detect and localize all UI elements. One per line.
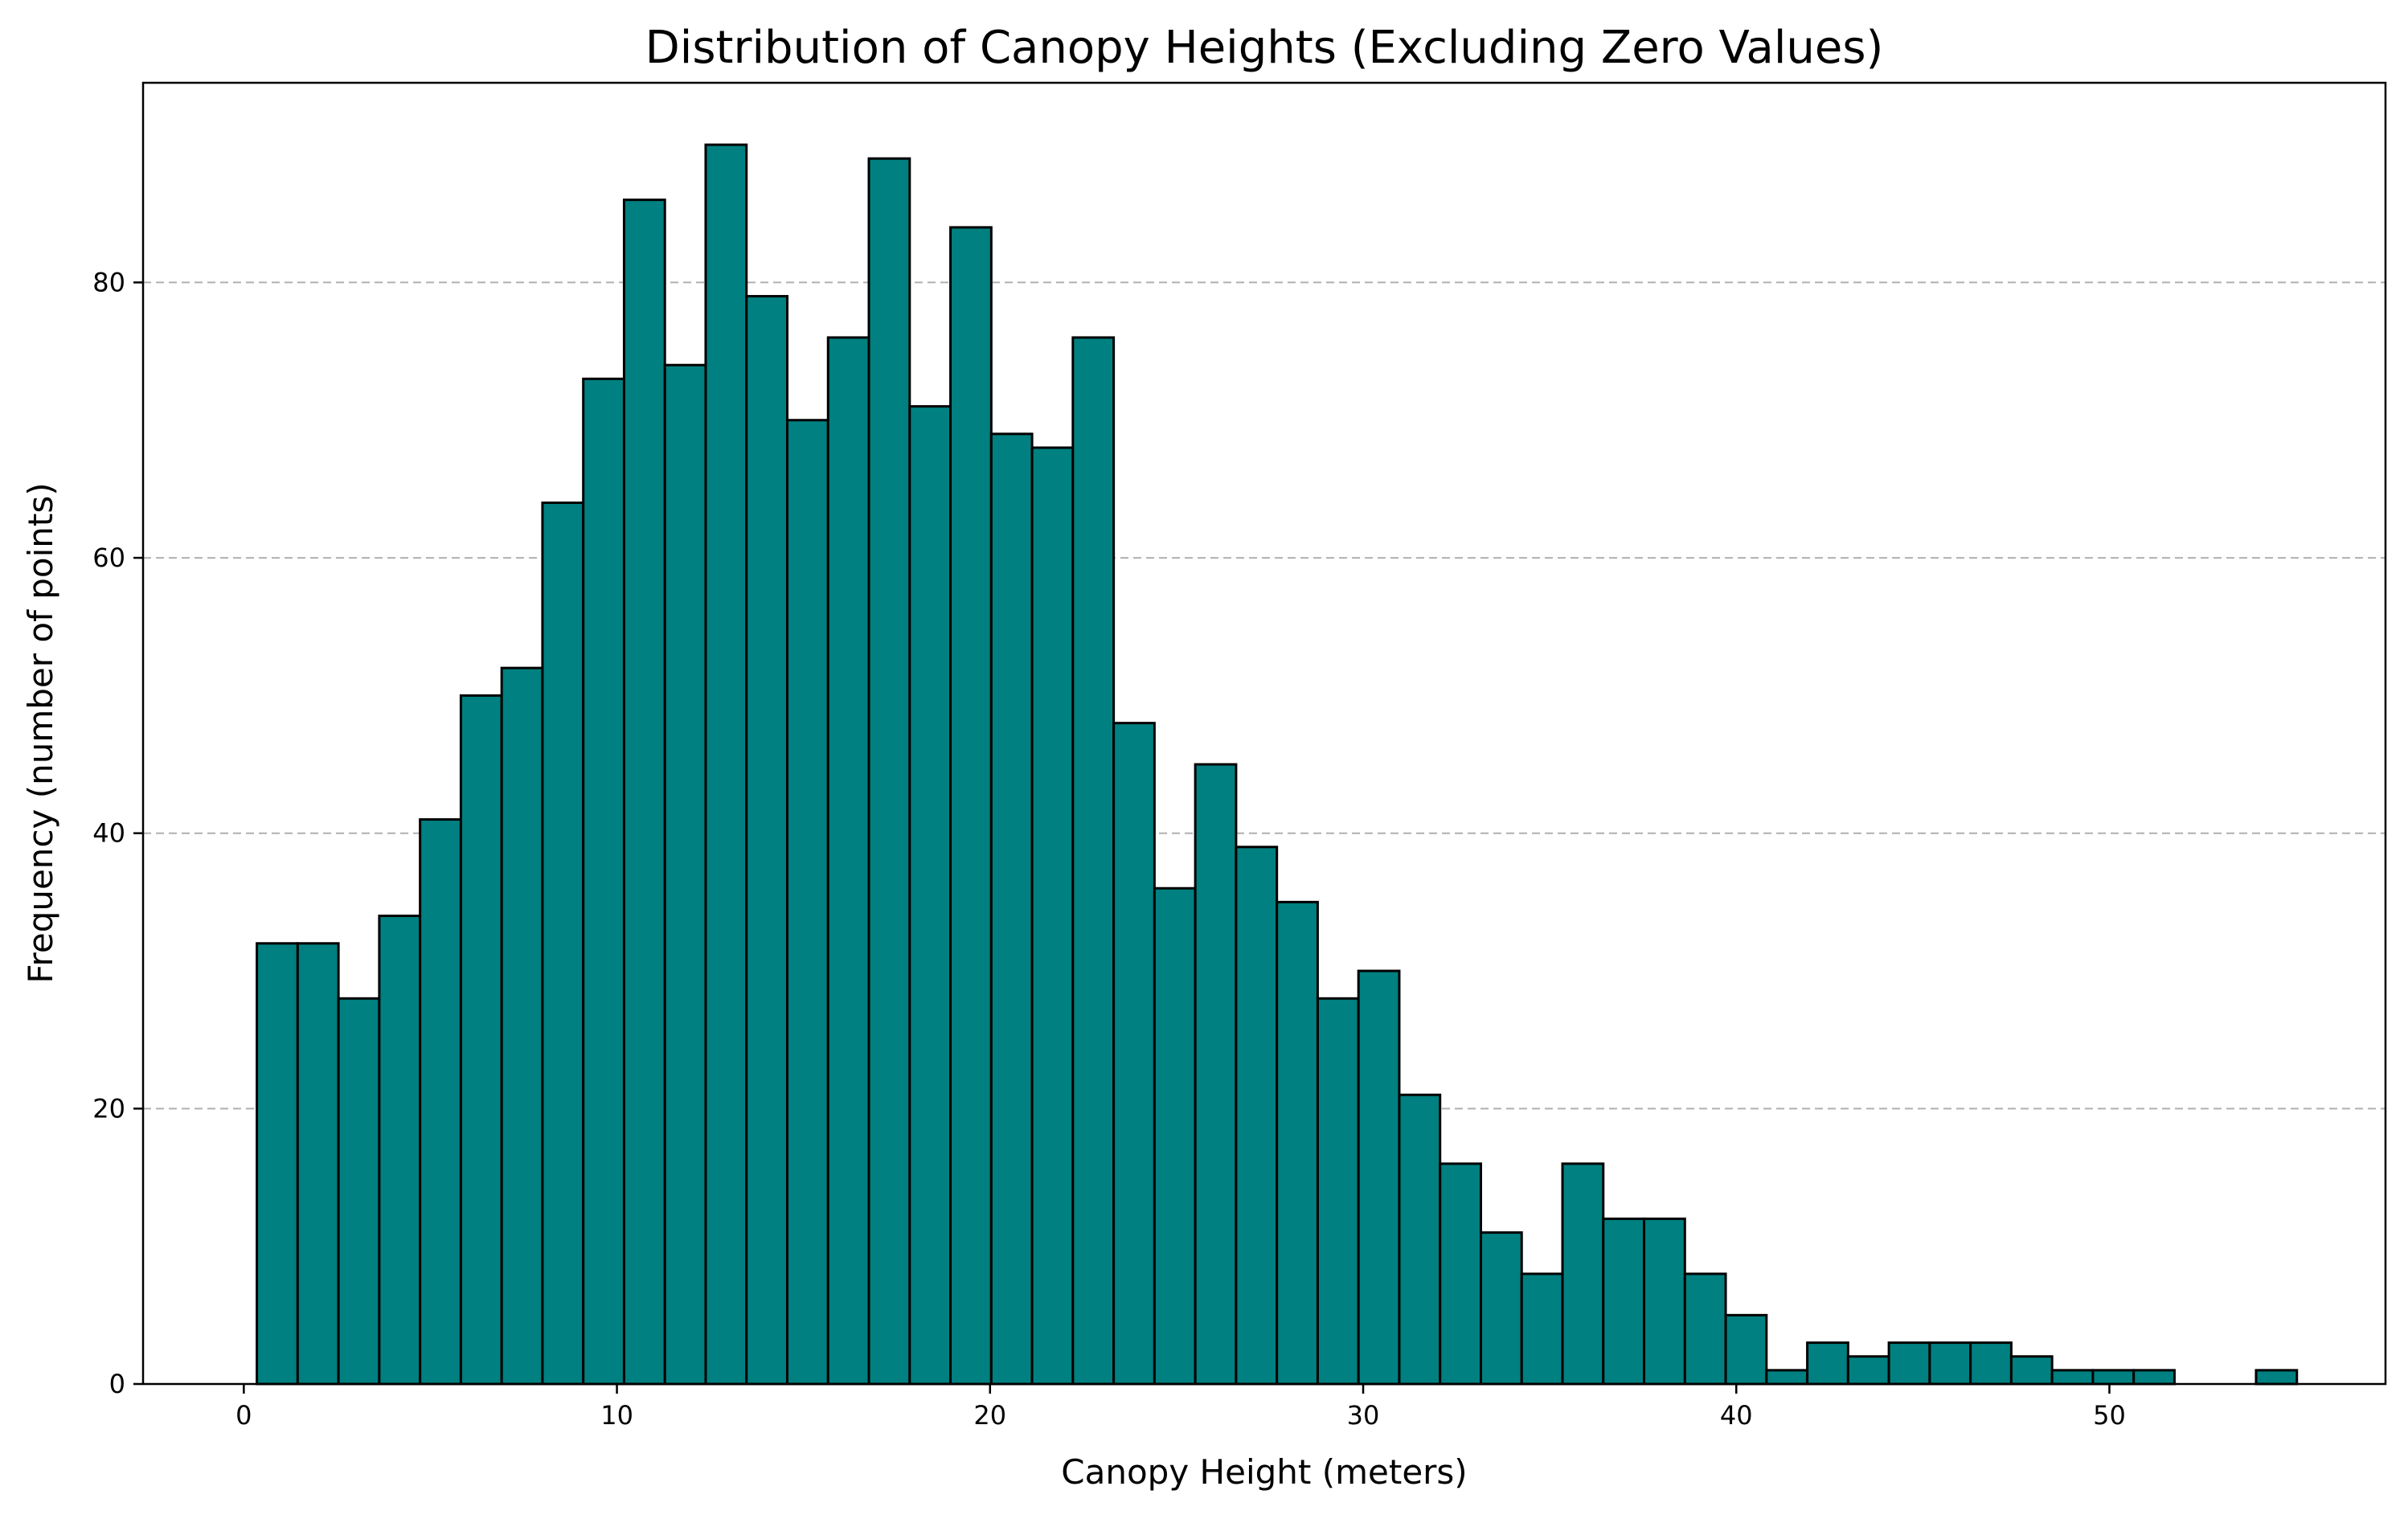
- x-axis-ticks: 0 10 20 30 40 50: [235, 1384, 2126, 1431]
- histogram-bar-43: [2009, 1355, 2054, 1386]
- histogram-bar-1: [296, 942, 340, 1386]
- histogram-bar-3: [378, 915, 422, 1386]
- histogram-bar-22: [1153, 886, 1197, 1386]
- histogram-bar-44: [2050, 1369, 2095, 1386]
- histogram-bar-11: [704, 143, 748, 1386]
- histogram-bar-2: [337, 997, 381, 1386]
- x-tick-label-10: 10: [600, 1400, 633, 1431]
- histogram-bar-10: [663, 363, 707, 1386]
- histogram-bar-37: [1765, 1369, 1809, 1386]
- histogram-bar-26: [1316, 997, 1360, 1386]
- histogram-bar-27: [1357, 969, 1401, 1386]
- y-axis-ticks: 0 20 40 60 80: [92, 267, 143, 1399]
- histogram-bar-18: [989, 432, 1034, 1386]
- y-tick-label-80: 80: [92, 267, 125, 297]
- histogram-bars: [256, 143, 2299, 1386]
- histogram-bar-33: [1602, 1217, 1646, 1386]
- histogram-bar-35: [1683, 1272, 1727, 1386]
- histogram-bar-5: [459, 694, 503, 1386]
- histogram-bar-28: [1398, 1093, 1442, 1386]
- histogram-bar-25: [1276, 900, 1319, 1386]
- histogram-bar-31: [1520, 1272, 1564, 1386]
- histogram-bar-24: [1235, 846, 1279, 1386]
- y-tick-label-40: 40: [92, 818, 125, 849]
- y-axis-label: Frequency (number of points): [21, 482, 60, 983]
- histogram-bar-32: [1561, 1162, 1605, 1386]
- x-tick-label-50: 50: [2093, 1400, 2126, 1431]
- histogram-bar-16: [908, 405, 952, 1386]
- histogram-bar-14: [826, 336, 870, 1386]
- x-tick-label-30: 30: [1347, 1400, 1380, 1431]
- histogram-bar-20: [1071, 336, 1116, 1386]
- histogram-bar-21: [1112, 722, 1156, 1386]
- histogram-bar-15: [867, 157, 911, 1386]
- histogram-bar-8: [582, 377, 625, 1386]
- histogram-bar-39: [1846, 1355, 1890, 1386]
- histogram-bar-41: [1928, 1341, 1972, 1386]
- histogram-bar-36: [1724, 1313, 1768, 1386]
- y-tick-label-0: 0: [109, 1369, 125, 1399]
- histogram-bar-30: [1479, 1231, 1523, 1386]
- histogram-bar-23: [1194, 763, 1238, 1386]
- x-tick-label-20: 20: [973, 1400, 1006, 1431]
- histogram-bar-9: [622, 199, 666, 1386]
- histogram-bar-29: [1439, 1162, 1482, 1386]
- histogram-bar-17: [949, 226, 993, 1386]
- chart-title: Distribution of Canopy Heights (Excludin…: [645, 22, 1884, 74]
- y-tick-label-20: 20: [92, 1093, 125, 1124]
- x-axis-label: Canopy Height (meters): [1061, 1452, 1467, 1492]
- histogram-bar-19: [1030, 446, 1075, 1386]
- histogram-bar-49: [2254, 1369, 2299, 1386]
- plot-frame: [141, 81, 2387, 1386]
- histogram-bar-40: [1887, 1341, 1931, 1386]
- histogram-bar-0: [256, 942, 299, 1386]
- histogram-bar-45: [2091, 1369, 2136, 1386]
- x-tick-label-40: 40: [1720, 1400, 1753, 1431]
- histogram-bar-42: [1969, 1341, 2013, 1386]
- histogram-bar-13: [786, 419, 829, 1386]
- histogram-bar-7: [541, 502, 585, 1386]
- histogram-bar-34: [1643, 1217, 1686, 1386]
- histogram-bar-12: [745, 295, 789, 1386]
- x-tick-label-0: 0: [235, 1400, 252, 1431]
- y-tick-label-60: 60: [92, 543, 125, 573]
- histogram-bar-46: [2132, 1369, 2176, 1386]
- histogram-bar-6: [500, 666, 544, 1386]
- histogram-bar-4: [419, 818, 462, 1386]
- histogram-bar-38: [1806, 1341, 1849, 1386]
